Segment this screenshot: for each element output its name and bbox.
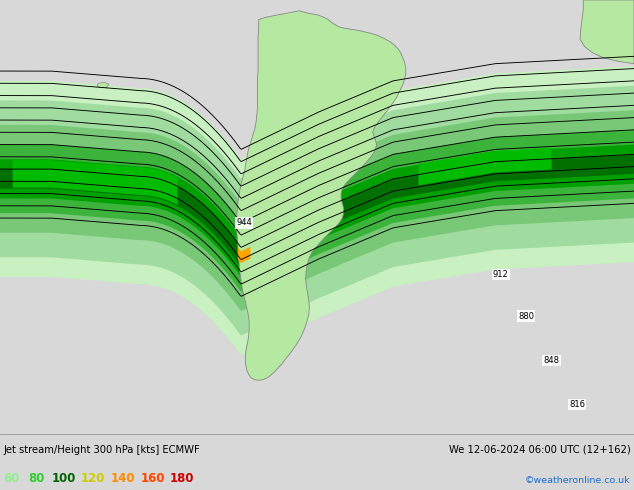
Text: Jet stream/Height 300 hPa [kts] ECMWF: Jet stream/Height 300 hPa [kts] ECMWF: [3, 445, 200, 455]
Text: 912: 912: [493, 270, 508, 279]
Polygon shape: [0, 154, 634, 267]
Text: 816: 816: [569, 400, 585, 409]
Text: 100: 100: [52, 472, 76, 485]
Text: 160: 160: [141, 472, 165, 485]
Polygon shape: [0, 86, 634, 336]
Text: 60: 60: [3, 472, 20, 485]
Polygon shape: [418, 148, 552, 185]
Text: 140: 140: [111, 472, 136, 485]
Text: 880: 880: [518, 312, 534, 320]
Text: 944: 944: [236, 219, 252, 227]
Polygon shape: [97, 82, 109, 88]
Text: 180: 180: [170, 472, 195, 485]
Polygon shape: [580, 0, 634, 64]
Polygon shape: [236, 11, 406, 380]
Text: 120: 120: [81, 472, 105, 485]
Text: 848: 848: [543, 356, 560, 365]
Polygon shape: [0, 130, 634, 292]
Polygon shape: [0, 145, 634, 277]
Polygon shape: [13, 160, 178, 205]
Text: 80: 80: [29, 472, 45, 485]
Text: ©weatheronline.co.uk: ©weatheronline.co.uk: [525, 476, 631, 485]
Polygon shape: [238, 247, 250, 263]
Polygon shape: [0, 110, 634, 311]
Text: We 12-06-2024 06:00 UTC (12+162): We 12-06-2024 06:00 UTC (12+162): [449, 445, 631, 455]
Polygon shape: [0, 66, 634, 355]
